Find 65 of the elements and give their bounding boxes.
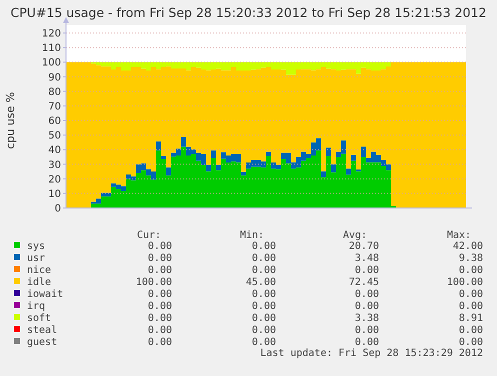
text: 0.00: [148, 241, 172, 252]
y-tick-label: 40: [48, 145, 61, 156]
text: 100.00: [136, 277, 172, 288]
y-tick-label: 100: [42, 58, 61, 69]
legend-label: usr: [27, 253, 46, 264]
text: 0.00: [148, 253, 172, 264]
legend-label: irq: [27, 301, 46, 312]
legend-label: soft: [27, 313, 52, 324]
text: 8.91: [458, 313, 483, 324]
y-tick-label: 90: [48, 72, 61, 84]
legend-label: iowait: [27, 289, 64, 300]
text: 42.00: [452, 241, 483, 252]
legend-label: nice: [27, 265, 52, 276]
y-tick-label: 50: [48, 130, 61, 142]
text: 0.00: [148, 289, 172, 300]
text: Avg:: [343, 230, 368, 241]
text: Last update: Fri Sep 28 15:23:29 2012: [260, 348, 483, 359]
text: 0.00: [148, 313, 172, 324]
text: 0.00: [252, 253, 276, 264]
text: 3.38: [354, 313, 379, 324]
text: 0.00: [148, 337, 172, 348]
y-axis-title: cpu use %: [4, 92, 17, 149]
chart-title: CPU#15 usage - from Fri Sep 28 15:20:33 2012 to Fri Sep 28 15:21:53 2012: [10, 5, 486, 20]
y-tick-label: 110: [42, 43, 61, 54]
text: 3.48: [354, 253, 379, 264]
y-tick-label: 10: [48, 188, 61, 200]
y-tick-label: 20: [48, 174, 61, 186]
y-tick-label: 120: [42, 28, 61, 40]
legend-label: guest: [27, 337, 58, 348]
text: 0.00: [354, 265, 379, 276]
text: 0.00: [252, 313, 276, 324]
legend-label: sys: [27, 241, 46, 252]
y-tick-label: 70: [48, 101, 61, 112]
text: 0.00: [252, 301, 276, 312]
text: 0.00: [354, 301, 379, 312]
text: Min:: [240, 230, 264, 241]
text: 100.00: [446, 277, 483, 288]
text: 0.00: [458, 337, 483, 348]
text: 9.38: [458, 253, 483, 264]
text: 0.00: [252, 337, 276, 348]
y-tick-label: 30: [48, 160, 61, 171]
text: 0.00: [252, 325, 276, 336]
text: 0.00: [458, 325, 483, 336]
y-tick-label: 80: [48, 86, 61, 98]
text: Max:: [447, 230, 472, 241]
text: Cur:: [137, 230, 162, 241]
text: 20.70: [348, 241, 379, 252]
text: 0.00: [148, 301, 172, 312]
text: 0.00: [354, 325, 379, 336]
text: 0.00: [252, 241, 276, 252]
text: 0.00: [458, 289, 483, 300]
legend-label: idle: [27, 277, 52, 288]
text: 0.00: [148, 265, 172, 276]
y-tick-label: 60: [48, 116, 61, 127]
text: 0.00: [458, 301, 483, 312]
y-tick-label: 0: [54, 204, 61, 214]
text: 0.00: [354, 337, 379, 348]
text: 0.00: [458, 265, 483, 276]
text: 72.45: [348, 277, 379, 288]
legend-label: steal: [27, 325, 58, 336]
text: 0.00: [252, 265, 276, 276]
text: 0.00: [354, 289, 379, 300]
text: 0.00: [252, 289, 276, 300]
text: 0.00: [148, 325, 172, 336]
text: 45.00: [246, 277, 276, 288]
